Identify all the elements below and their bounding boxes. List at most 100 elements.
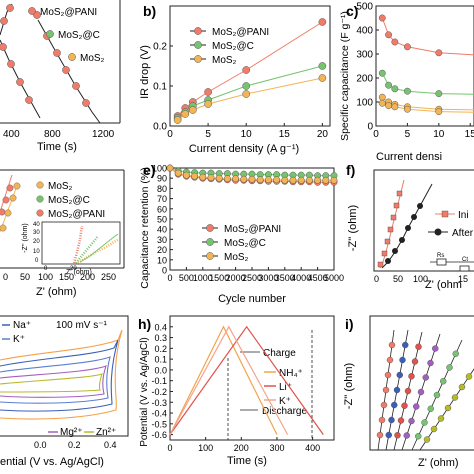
panel-d-tick: 250 — [101, 272, 116, 282]
panel-i-point — [394, 432, 401, 439]
panel-i-point — [411, 358, 419, 365]
panel-i-point — [422, 374, 429, 381]
panel-f-circuit-rs — [436, 258, 447, 266]
c-point — [378, 93, 386, 101]
panel-f-after-point — [392, 248, 398, 254]
panel-i-point — [380, 401, 388, 409]
panel-c: c) Specific capacitance (F g⁻¹) Current … — [339, 2, 474, 163]
panel-a-point — [33, 11, 41, 19]
panel-d-inset-xtick: 20 — [70, 266, 77, 272]
b-point — [242, 90, 251, 98]
panel-h-legend-k: K⁺ — [279, 396, 291, 407]
c-point — [403, 87, 411, 95]
h-x-tick-label: 100 — [198, 443, 213, 453]
panel-f-initial-point — [390, 214, 397, 221]
panel-i-point — [458, 383, 466, 391]
panel-i-ylabel: -Z'' (ohm) — [343, 363, 355, 409]
panel-d-inset-xlabel: Z' (ohm) — [66, 269, 92, 276]
e-point — [174, 169, 182, 177]
e-point — [281, 176, 289, 184]
panel-f-ylabel: -Z'' (ohm) — [347, 205, 359, 251]
panel-f-xlabel: Z' (ohm — [425, 279, 462, 291]
panel-i-point — [413, 403, 420, 410]
panel-i-point — [401, 402, 408, 409]
h-x-tick-label: 200 — [234, 443, 249, 453]
h-x-tick-label: 400 — [305, 443, 320, 453]
panel-g-xtick: 0.2 — [68, 440, 81, 450]
panel-i-point — [423, 436, 431, 443]
e-y-tick-label: 50 — [157, 215, 167, 225]
c-point — [435, 108, 443, 116]
panel-a-xlabel: Time (s) — [37, 141, 77, 153]
b-point — [318, 74, 327, 82]
panel-i-point — [408, 373, 415, 380]
panel-d-inset-ytick: 10 — [33, 249, 40, 255]
e-x-tick-label: 4500 — [308, 273, 328, 283]
panel-a-legend-mos2: MoS₂ — [80, 53, 105, 64]
panel-g-xtick: 0.4 — [104, 440, 117, 450]
b-point — [173, 116, 182, 124]
panel-a-point — [6, 4, 14, 12]
b-legend-label: MoS₂ — [212, 55, 237, 66]
panel-i-point — [432, 345, 439, 352]
h-y-tick-label: 0.4 — [154, 322, 167, 332]
h-y-tick-label: -0.1 — [151, 376, 167, 386]
panel-i-point — [446, 364, 453, 371]
panel-i-point — [393, 386, 401, 394]
h-y-tick-label: 0.2 — [154, 344, 167, 354]
e-x-tick-label: 1500 — [209, 273, 229, 283]
panel-g-cv-loop — [0, 373, 103, 393]
c-y-tick-label: 100 — [356, 98, 373, 109]
panel-i-points — [376, 341, 473, 443]
panel-i-point — [384, 371, 392, 379]
panel-d-tick: 0 — [3, 272, 8, 282]
panel-i-point — [404, 387, 412, 395]
c-point — [403, 105, 411, 113]
e-point — [182, 171, 190, 179]
panel-d-legend-marker-pani — [36, 209, 44, 217]
panel-d-inset-series-pani — [72, 225, 84, 264]
e-point — [297, 176, 305, 184]
panel-a-point — [16, 78, 24, 86]
panel-a-tick-800: 800 — [44, 129, 61, 140]
b-y-tick-label: 0.0 — [153, 122, 167, 133]
b-plot-frame — [169, 5, 331, 127]
panel-i-point — [388, 416, 395, 424]
panel-i-point — [444, 404, 452, 412]
e-y-tick-label: 0 — [162, 266, 167, 276]
panel-a-point — [7, 60, 15, 68]
panel-h-discharge: Discharge — [262, 406, 307, 417]
panel-f-legend-initial: Ini — [458, 210, 469, 221]
panel-f: f) -Z'' (ohm) Z' (ohm 0 50 100 Ini After… — [346, 162, 474, 291]
h-y-tick-label: 0.1 — [154, 355, 167, 365]
panel-a-point — [72, 82, 80, 90]
panel-d-tick: 100 — [38, 272, 53, 282]
panel-i-point — [396, 371, 403, 379]
panel-i-point — [427, 405, 434, 412]
panel-f-after-point — [411, 214, 417, 220]
panel-d-legend-marker-c — [36, 195, 44, 203]
panel-f-legend-marker-after — [434, 228, 442, 236]
c-x-tick-label: 5 — [405, 129, 411, 140]
panel-g-legend-mg: Mg²⁺ — [60, 427, 83, 438]
b-point — [181, 110, 190, 118]
panel-c-ylabel: Specific capacitance (F g⁻¹) — [339, 11, 351, 141]
panel-i-point — [402, 341, 409, 349]
panel-d-inset-ytick: 30 — [33, 230, 40, 236]
panel-i-point — [437, 415, 445, 422]
panel-d-legend-pani: MoS₂@PANI — [48, 209, 105, 220]
b-x-tick-label: 0 — [167, 129, 173, 140]
panel-i-point — [403, 432, 410, 439]
h-x-tick-label: 0 — [167, 443, 172, 453]
panel-i-point — [452, 350, 459, 357]
h-plot-frame — [169, 315, 335, 441]
panel-b: b) IR drop (V) Current density (A g⁻¹) 0… — [139, 3, 331, 155]
panel-i-point — [391, 401, 398, 409]
panel-f-tick: 100 — [413, 274, 428, 284]
panel-d-point — [4, 209, 12, 217]
h-y-tick-label: 0.3 — [154, 333, 167, 343]
panel-h-ylabel: Potential (V vs. Ag/AgCl) — [139, 337, 150, 447]
b-x-tick-label: 20 — [317, 129, 329, 140]
panel-f-initial-point — [396, 190, 403, 197]
panel-e-xlabel: Cycle number — [218, 293, 286, 305]
